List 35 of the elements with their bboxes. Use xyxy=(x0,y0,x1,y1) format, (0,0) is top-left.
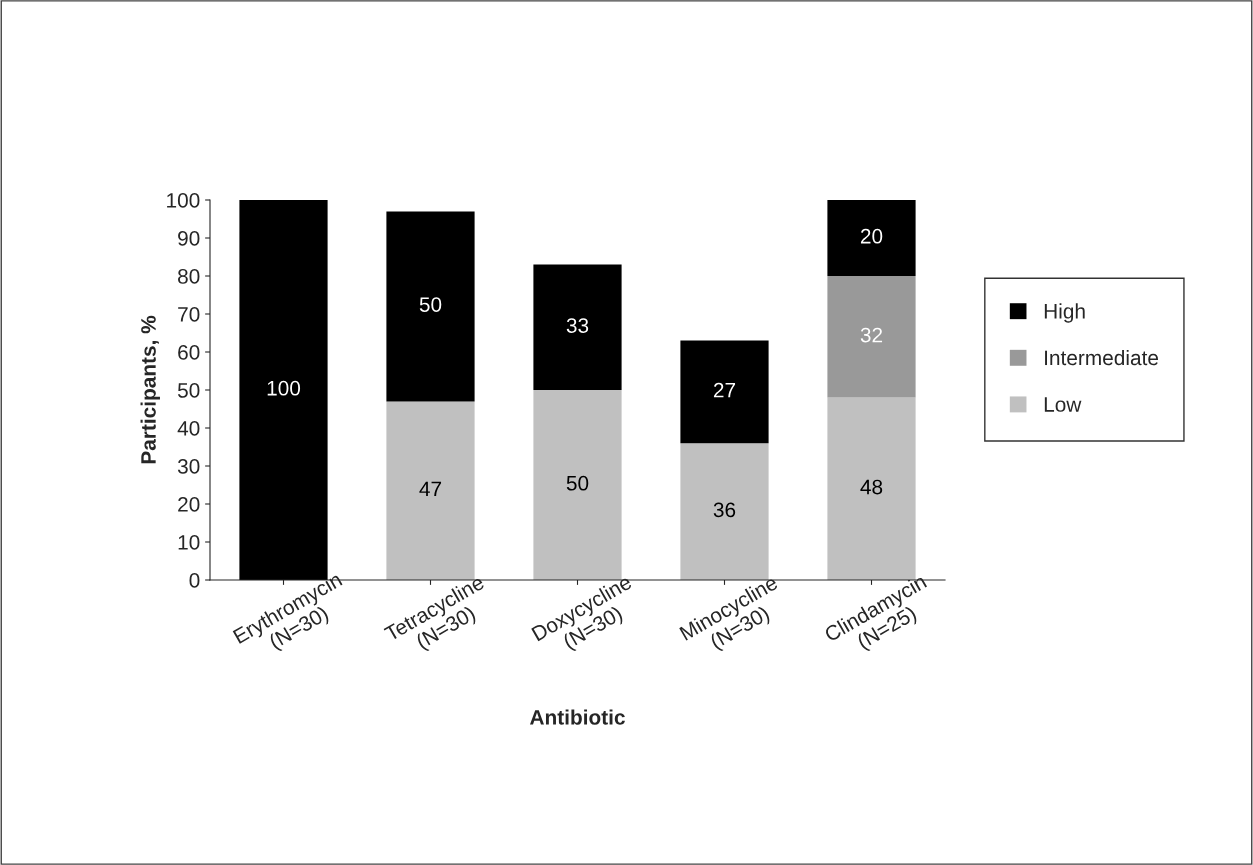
y-tick-label: 90 xyxy=(178,231,200,246)
y-tick-label: 70 xyxy=(178,307,200,322)
legend-label: High xyxy=(1044,303,1085,323)
y-tick-label: 100 xyxy=(167,193,200,208)
legend-label: Intermediate xyxy=(1045,349,1159,366)
legend-label: Low xyxy=(1044,397,1082,412)
bar xyxy=(827,276,916,398)
x-axis-title: Antibiotic xyxy=(530,709,625,725)
data-label: 50 xyxy=(566,475,589,491)
bar xyxy=(386,401,475,580)
bar xyxy=(386,211,475,402)
data-label: 33 xyxy=(566,318,589,333)
y-tick-label: 80 xyxy=(178,269,200,284)
data-label: 47 xyxy=(419,481,442,497)
y-tick-label: 40 xyxy=(177,421,200,436)
data-label: 48 xyxy=(860,479,883,495)
y-tick-label: 30 xyxy=(177,459,200,474)
bar xyxy=(680,443,769,580)
bar xyxy=(827,200,916,276)
bar xyxy=(533,390,622,580)
bar xyxy=(827,397,916,580)
data-label: 27 xyxy=(713,382,736,398)
data-label: 36 xyxy=(713,502,736,518)
data-label: 100 xyxy=(267,380,301,396)
y-tick-label: 20 xyxy=(178,497,200,512)
data-label: 50 xyxy=(419,297,442,312)
bar xyxy=(533,264,622,390)
y-tick-label: 10 xyxy=(178,535,200,550)
y-tick-label: 0 xyxy=(189,573,200,588)
data-label: 32 xyxy=(860,327,883,343)
data-label: 20 xyxy=(860,228,883,244)
y-tick-label: 60 xyxy=(178,345,200,360)
bar xyxy=(680,340,769,444)
y-axis-title: Participants, % xyxy=(140,315,160,464)
y-tick-label: 50 xyxy=(177,383,200,398)
